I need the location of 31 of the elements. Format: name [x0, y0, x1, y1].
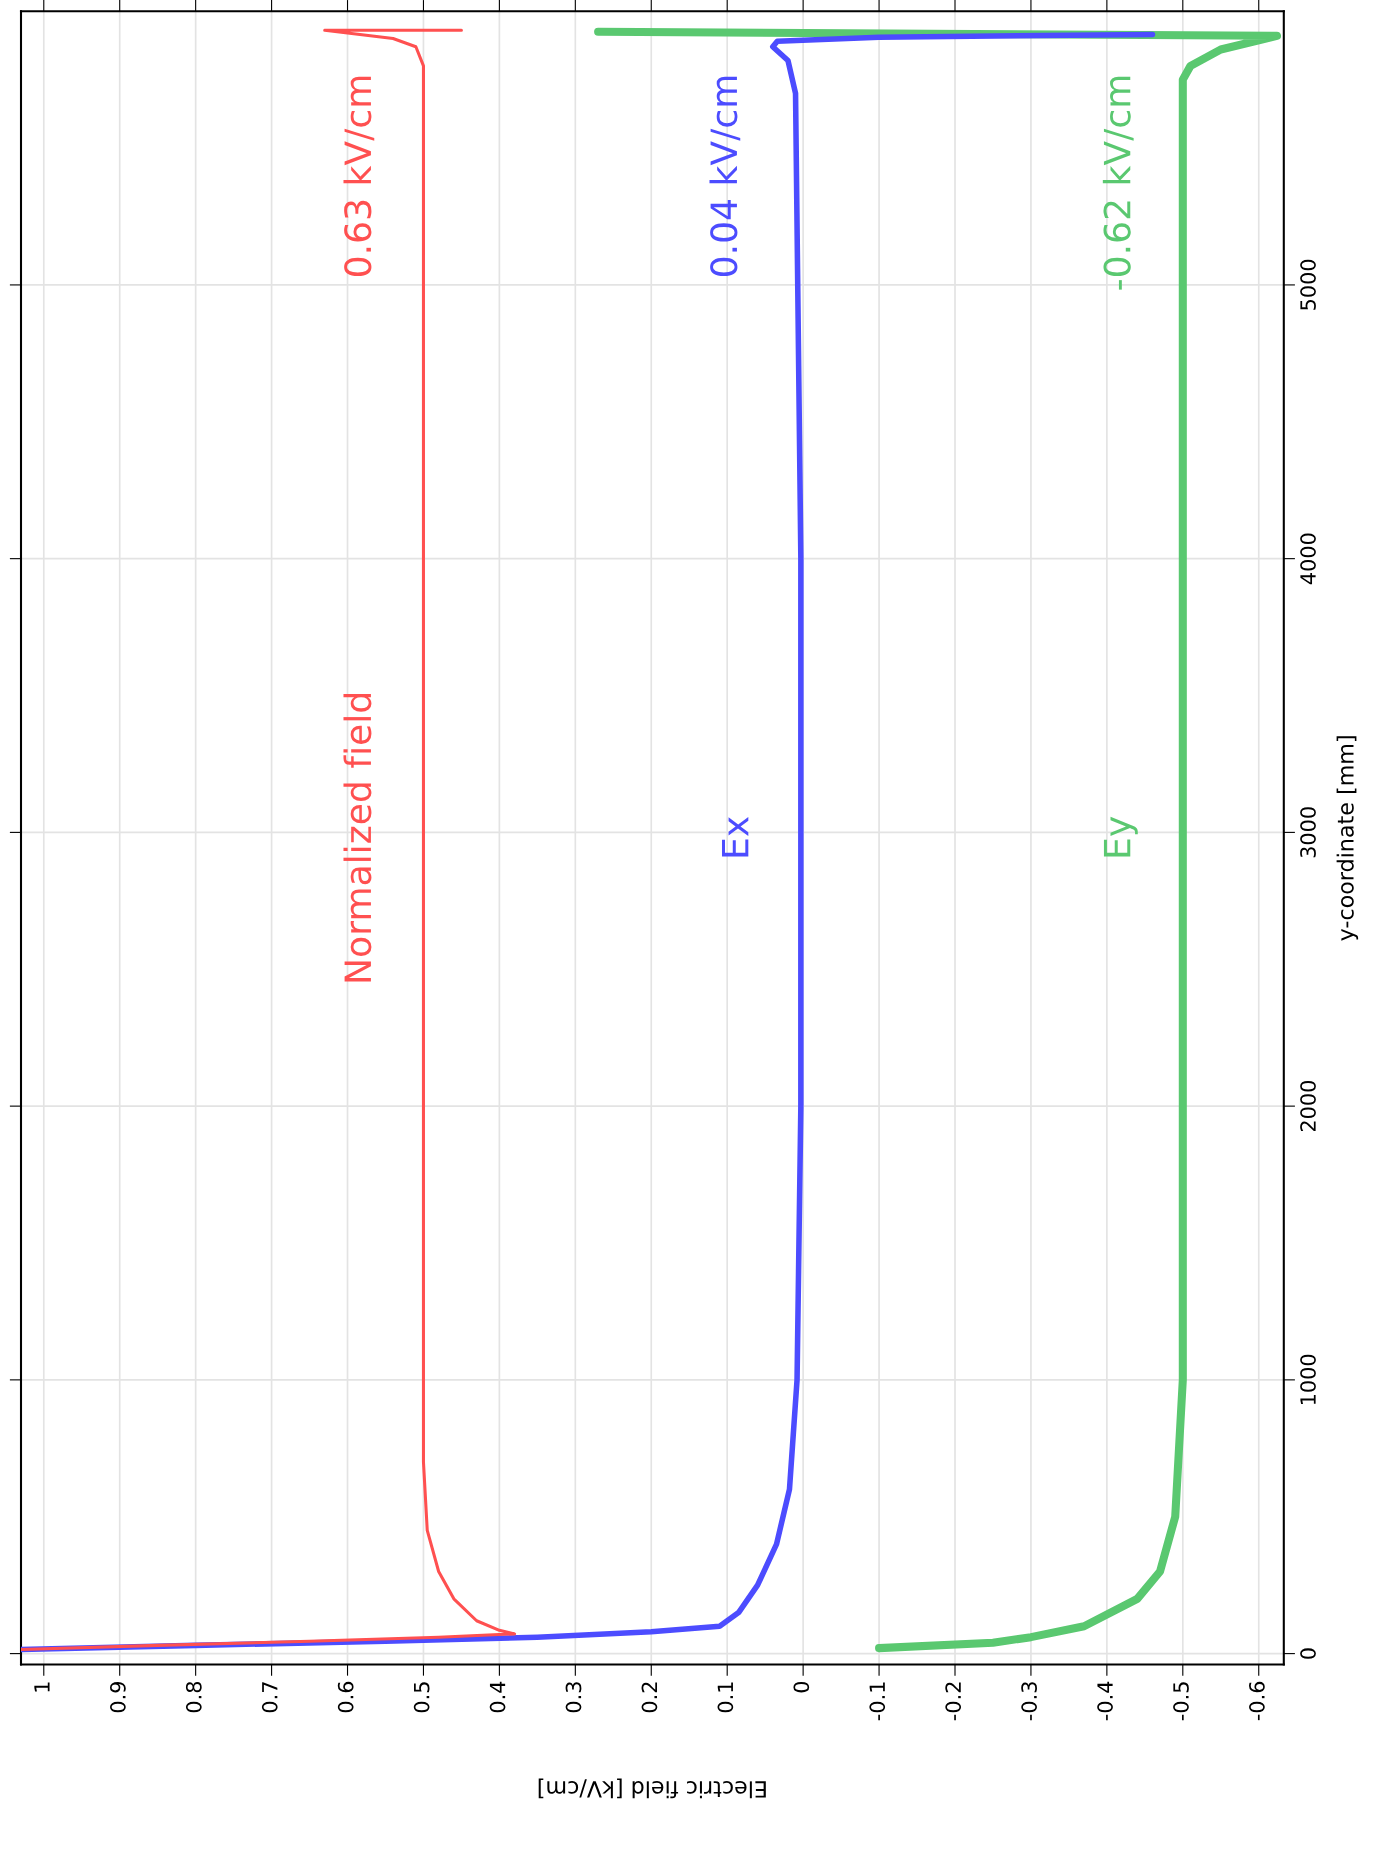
x-tick-label: 0.1	[717, 1682, 734, 1713]
x-tick-label: 0.5	[413, 1682, 430, 1713]
y-tick-label: 3000	[1300, 807, 1316, 858]
y-tick-label: 1000	[1300, 1354, 1316, 1405]
x-tick-label: -0.1	[869, 1682, 886, 1721]
x-tick-label: 1	[34, 1682, 50, 1692]
annotation: -0.62 kV/cm	[1102, 76, 1134, 290]
x-axis-title: Electric field [kV/cm]	[538, 1778, 766, 1799]
x-tick-label: -0.3	[1021, 1682, 1037, 1721]
x-tick-label: 0.9	[110, 1681, 126, 1713]
x-tick-label: 0.3	[565, 1682, 582, 1713]
x-tick-label: -0.6	[1249, 1681, 1265, 1721]
y-axis-title: y-coordinate [mm]	[1336, 736, 1359, 941]
x-tick-label: 0.8	[185, 1681, 202, 1713]
x-tick-label: 0.2	[641, 1682, 658, 1713]
x-tick-label: 0.6	[337, 1681, 354, 1713]
x-tick-label: 0	[793, 1681, 810, 1693]
text: Ex	[721, 816, 749, 857]
annotation: 0.63 kV/cm	[343, 76, 375, 276]
y-tick-label: 0	[1300, 1648, 1316, 1659]
x-tick-label: -0.2	[945, 1682, 962, 1721]
x-tick-label: -0.4	[1097, 1681, 1113, 1721]
x-tick-label: 0.7	[261, 1682, 278, 1713]
y-tick-label: 5000	[1300, 259, 1316, 310]
y-tick-label: 4000	[1300, 533, 1316, 585]
y-tick-label: 2000	[1300, 1081, 1316, 1132]
text: Ey	[1103, 816, 1138, 857]
text: Normalized field	[343, 694, 372, 982]
x-tick-label: 0.4	[489, 1681, 506, 1713]
annotation: 0.04 kV/cm	[709, 76, 741, 276]
x-tick-label: -0.5	[1173, 1682, 1189, 1721]
